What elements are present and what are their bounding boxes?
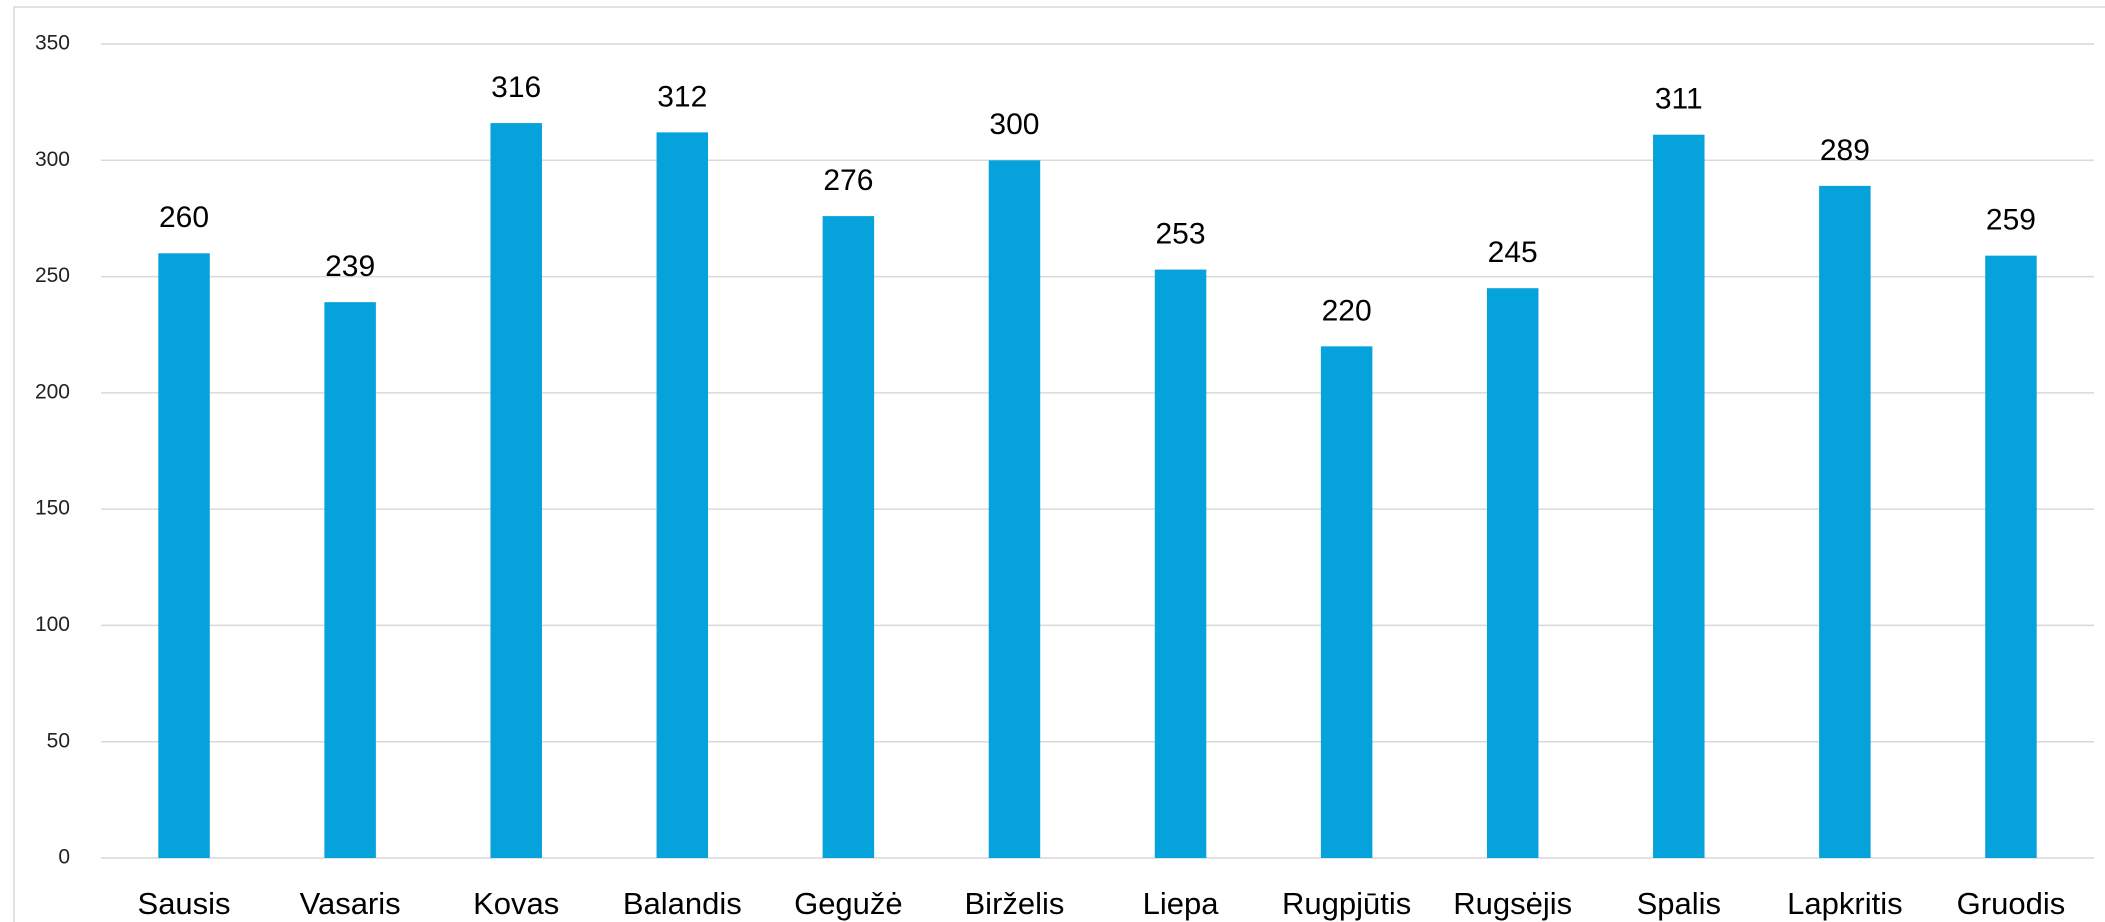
x-tick-label: Lapkritis <box>1787 886 1902 921</box>
value-label: 289 <box>1820 134 1870 167</box>
bar <box>324 302 376 858</box>
bar <box>988 160 1041 859</box>
y-tick-label: 100 <box>35 613 70 636</box>
bar <box>158 253 210 859</box>
x-tick-label: Balandis <box>623 886 742 921</box>
y-tick-label: 350 <box>35 32 70 55</box>
bar <box>490 123 542 859</box>
y-tick-label: 50 <box>47 729 70 752</box>
bar <box>1653 134 1705 858</box>
x-tick-label: Gruodis <box>1957 886 2066 921</box>
value-label: 316 <box>491 71 541 104</box>
x-tick-label: Rugsėjis <box>1453 886 1572 921</box>
value-label: 260 <box>159 201 209 234</box>
x-tick-label: Sausis <box>138 886 231 921</box>
x-tick-label: Rugpjūtis <box>1282 886 1411 921</box>
y-tick-label: 300 <box>35 148 70 171</box>
value-label: 253 <box>1156 218 1206 251</box>
x-tick-label: Vasaris <box>300 886 401 921</box>
value-label: 312 <box>657 80 707 113</box>
bar <box>1985 255 2037 858</box>
y-tick-label: 250 <box>35 264 70 287</box>
bar <box>822 216 875 859</box>
chart-border <box>13 6 2105 922</box>
bar <box>1486 288 1539 858</box>
x-tick-label: Kovas <box>473 886 559 921</box>
x-tick-label: Liepa <box>1143 886 1220 921</box>
y-tick-label: 150 <box>35 497 70 520</box>
bar <box>1320 346 1373 858</box>
value-label: 276 <box>823 164 873 197</box>
x-tick-label: Gegužė <box>794 886 903 921</box>
value-label: 220 <box>1322 294 1372 327</box>
x-tick-label: Spalis <box>1637 886 1721 921</box>
y-tick-label: 0 <box>58 846 70 869</box>
value-label: 311 <box>1655 83 1703 116</box>
value-label: 245 <box>1488 236 1538 269</box>
value-label: 239 <box>325 250 375 283</box>
value-label: 300 <box>989 108 1039 141</box>
bar <box>656 132 709 858</box>
bar <box>1154 269 1207 858</box>
value-label: 259 <box>1986 204 2036 237</box>
bar <box>1819 185 1871 858</box>
x-tick-label: Birželis <box>965 886 1065 921</box>
y-tick-label: 200 <box>35 380 70 403</box>
